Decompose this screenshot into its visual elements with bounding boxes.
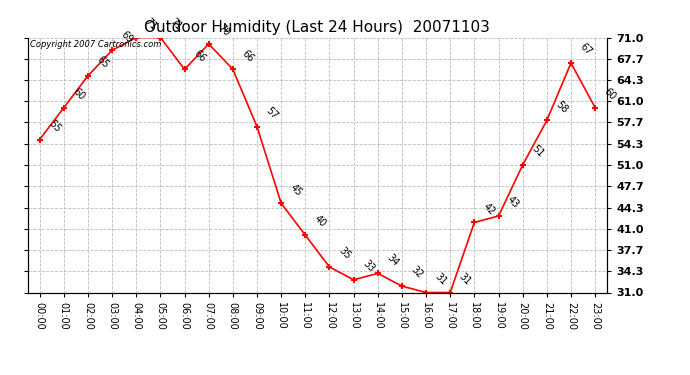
Text: 60: 60 bbox=[602, 86, 618, 102]
Text: 71: 71 bbox=[144, 16, 159, 32]
Text: 33: 33 bbox=[361, 258, 376, 274]
Text: 34: 34 bbox=[385, 252, 400, 268]
Text: 51: 51 bbox=[530, 144, 545, 159]
Title: Outdoor Humidity (Last 24 Hours)  20071103: Outdoor Humidity (Last 24 Hours) 2007110… bbox=[144, 20, 491, 35]
Text: 60: 60 bbox=[71, 86, 86, 102]
Text: 31: 31 bbox=[457, 271, 473, 287]
Text: 66: 66 bbox=[240, 48, 255, 64]
Text: 69: 69 bbox=[119, 29, 135, 45]
Text: 42: 42 bbox=[482, 201, 497, 217]
Text: 45: 45 bbox=[288, 182, 304, 198]
Text: 67: 67 bbox=[578, 42, 593, 57]
Text: 31: 31 bbox=[433, 271, 448, 287]
Text: 43: 43 bbox=[506, 195, 521, 210]
Text: 55: 55 bbox=[47, 118, 63, 134]
Text: 32: 32 bbox=[409, 265, 424, 280]
Text: 57: 57 bbox=[264, 105, 280, 121]
Text: 70: 70 bbox=[216, 22, 231, 38]
Text: Copyright 2007 Cartronics.com: Copyright 2007 Cartronics.com bbox=[30, 40, 162, 49]
Text: 71: 71 bbox=[168, 16, 183, 32]
Text: 35: 35 bbox=[337, 246, 352, 261]
Text: 40: 40 bbox=[313, 214, 328, 230]
Text: 58: 58 bbox=[554, 99, 569, 115]
Text: 66: 66 bbox=[192, 48, 207, 64]
Text: 65: 65 bbox=[95, 54, 110, 70]
